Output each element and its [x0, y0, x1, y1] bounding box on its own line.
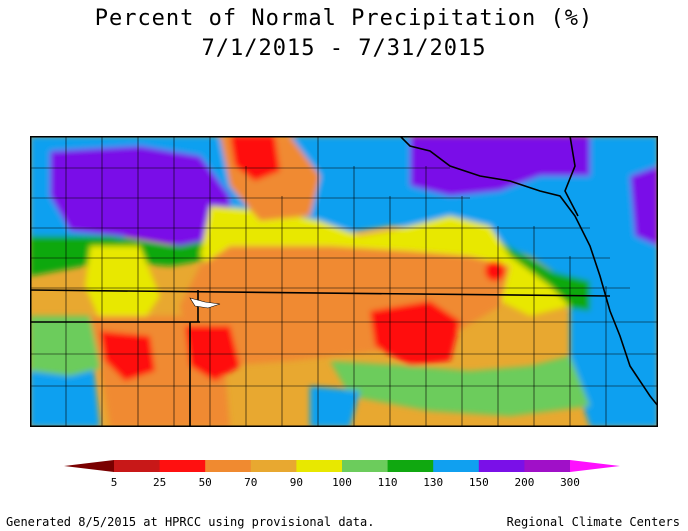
blue-south-patch [310, 386, 360, 427]
green-band-west [30, 316, 110, 376]
precip-fill [30, 136, 658, 427]
legend-swatch [433, 460, 480, 472]
legend-cells [114, 460, 571, 472]
legend-label: 70 [244, 476, 257, 489]
legend-swatch [250, 460, 297, 472]
footer-note: Generated 8/5/2015 at HPRCC using provis… [6, 515, 375, 529]
legend-labels: 5 25 50 70 90 100 110 130 150 200 300 [111, 476, 580, 489]
map-date-range: 7/1/2015 - 7/31/2015 [201, 36, 487, 61]
legend-label: 300 [560, 476, 580, 489]
precipitation-map [30, 136, 658, 427]
color-legend: 5 25 50 70 90 100 110 130 150 200 300 [64, 460, 620, 489]
lake [189, 297, 221, 309]
legend-label: 50 [199, 476, 212, 489]
purple-northwest [50, 146, 230, 246]
red-sw1 [100, 331, 155, 381]
legend-swatch [524, 460, 571, 472]
blue-region-east [570, 246, 658, 427]
legend-label: 150 [469, 476, 489, 489]
legend-label: 5 [111, 476, 118, 489]
legend-label: 130 [423, 476, 443, 489]
legend-swatch [205, 460, 252, 472]
red-central [370, 301, 460, 366]
county-lines [30, 136, 658, 427]
map-frame [30, 136, 658, 427]
red-sw2 [185, 326, 240, 381]
state-borders [30, 136, 658, 427]
purple-east [630, 166, 658, 246]
legend-arrow-left [64, 460, 114, 472]
legend-swatch [159, 460, 206, 472]
legend-label: 90 [290, 476, 303, 489]
legend-swatch [342, 460, 389, 472]
red-north [230, 136, 280, 181]
legend-swatch [114, 460, 161, 472]
legend-label: 110 [378, 476, 398, 489]
legend-label: 200 [514, 476, 534, 489]
legend-swatch [296, 460, 343, 472]
yellow-west [85, 246, 160, 326]
red-east-spot [485, 261, 505, 281]
map-title: Percent of Normal Precipitation (%) [94, 6, 594, 31]
purple-north [410, 136, 590, 196]
legend-label: 25 [153, 476, 166, 489]
legend-label: 100 [332, 476, 352, 489]
footer-credit: Regional Climate Centers [506, 515, 680, 529]
legend-swatch [387, 460, 434, 472]
legend-arrow-right [570, 460, 620, 472]
legend-swatch [478, 460, 525, 472]
